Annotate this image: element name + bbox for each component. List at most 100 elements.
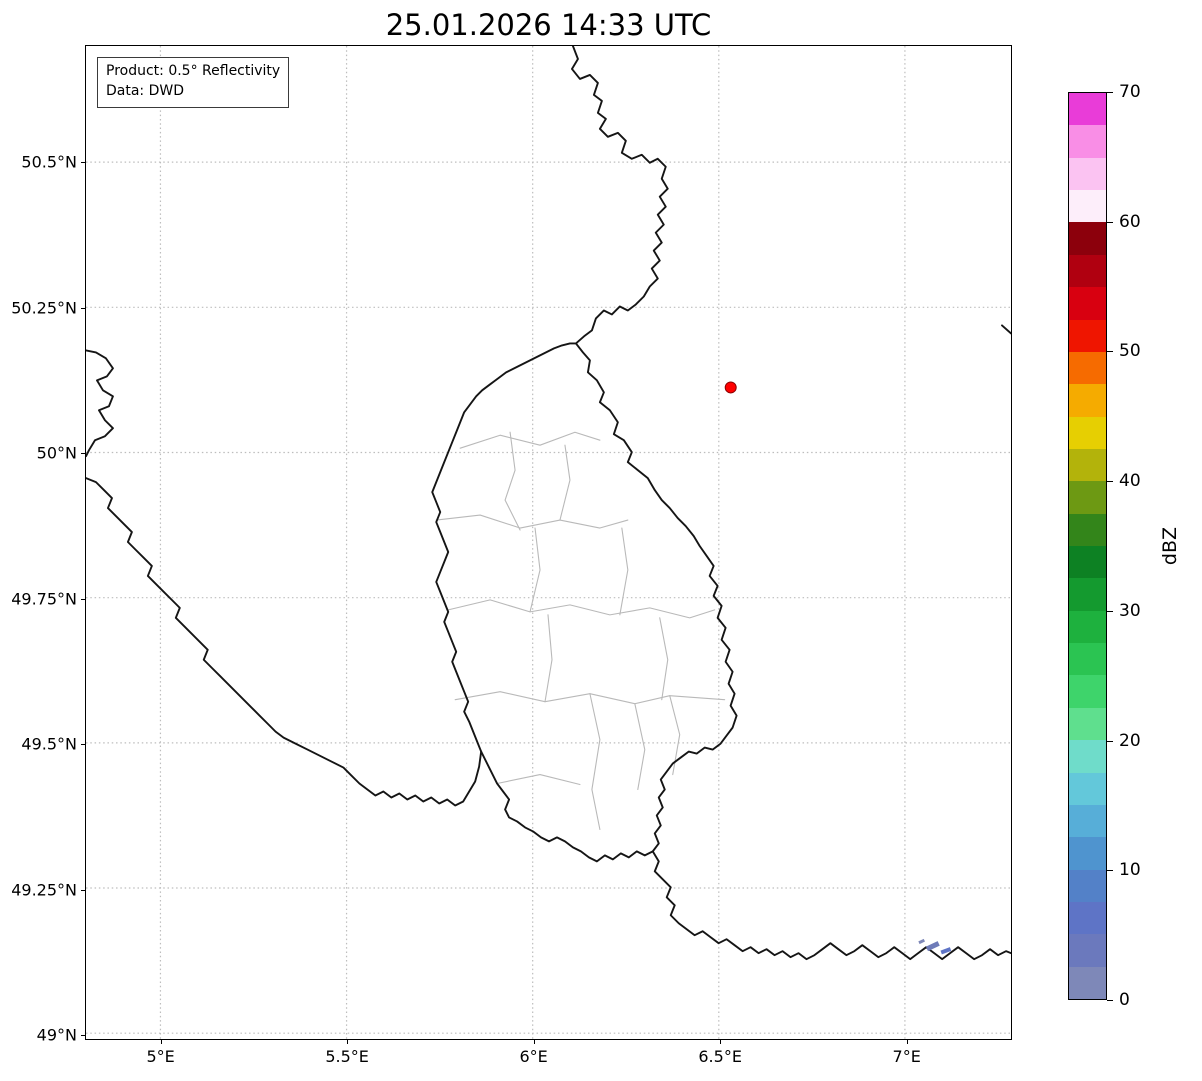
colorbar-tick <box>1107 740 1113 742</box>
colorbar-segment <box>1069 546 1106 579</box>
colorbar-tick-label: 10 <box>1119 860 1141 881</box>
colorbar-segment <box>1069 93 1106 126</box>
border-belgium-france <box>86 477 483 807</box>
colorbar-segment <box>1069 675 1106 708</box>
border-right-edge-fragment <box>1001 324 1011 335</box>
colorbar-segment <box>1069 901 1106 935</box>
colorbar-segment <box>1069 384 1106 417</box>
canton-border <box>447 599 716 619</box>
y-axis-tick <box>81 453 86 455</box>
y-axis-tick <box>81 889 86 891</box>
colorbar-segment <box>1069 222 1106 255</box>
colorbar-tick-label: 60 <box>1119 211 1141 232</box>
colorbar-segment <box>1069 804 1106 838</box>
x-axis-tick <box>720 1039 722 1044</box>
product-info-box: Product: 0.5° Reflectivity Data: DWD <box>97 57 290 108</box>
colorbar-tick-label: 0 <box>1119 990 1130 1010</box>
colorbar-segment <box>1069 707 1106 741</box>
colorbar-tick-label: 70 <box>1119 82 1141 102</box>
canton-border <box>634 703 646 791</box>
radar-echo <box>918 938 926 945</box>
canton-border <box>589 693 601 830</box>
y-axis-tick <box>81 1035 86 1037</box>
x-axis-tick <box>906 1039 908 1044</box>
colorbar-segment <box>1069 772 1106 805</box>
y-axis-tick <box>81 744 86 746</box>
colorbar-segment <box>1069 869 1106 902</box>
y-axis-tick-label: 49°N <box>36 1025 77 1045</box>
x-axis-tick-label: 6°E <box>519 1047 548 1066</box>
map-svg <box>86 46 1011 1039</box>
x-axis-tick-label: 6.5°E <box>698 1047 742 1066</box>
y-axis-tick <box>81 598 86 600</box>
colorbar-tick-label: 40 <box>1119 471 1141 492</box>
product-info-line1: Product: 0.5° Reflectivity <box>106 63 281 79</box>
canton-border <box>496 773 581 786</box>
colorbar-segment <box>1069 610 1106 644</box>
colorbar-segment <box>1069 416 1106 449</box>
y-axis-tick-label: 49.25°N <box>11 880 77 900</box>
graticule-layer <box>86 46 1011 1039</box>
radar-echo <box>925 941 940 952</box>
y-axis-tick-label: 49.5°N <box>21 734 77 754</box>
colorbar-segment <box>1069 254 1106 288</box>
colorbar-segment <box>1069 934 1106 967</box>
colorbar-segment <box>1069 578 1106 611</box>
canton-border <box>435 514 629 529</box>
radar-overlay-layer <box>724 381 952 955</box>
border-france-germany <box>651 850 1011 961</box>
canton-border <box>559 444 571 521</box>
luxembourg-canton-borders <box>435 431 726 830</box>
y-axis-tick <box>81 307 86 309</box>
colorbar-tick-label: 30 <box>1119 600 1141 621</box>
colorbar-segment <box>1069 966 1106 1000</box>
canton-border <box>619 527 629 616</box>
x-axis-tick <box>347 1039 349 1044</box>
colorbar-tick-label: 20 <box>1119 730 1141 751</box>
colorbar-tick <box>1107 870 1113 872</box>
colorbar-tick <box>1107 481 1113 483</box>
colorbar-segment <box>1069 319 1106 352</box>
y-axis-tick-label: 50.25°N <box>11 298 77 318</box>
radar-echo <box>940 947 952 955</box>
colorbar-segment <box>1069 837 1106 870</box>
country-borders <box>86 46 1011 961</box>
plot-area: Product: 0.5° Reflectivity Data: DWD 5°E… <box>11 45 1012 1066</box>
colorbar-tick <box>1107 92 1113 93</box>
canton-border <box>659 617 669 701</box>
colorbar-tick-label: 50 <box>1119 341 1141 362</box>
colorbar-tick <box>1107 351 1113 353</box>
colorbar-tick <box>1107 610 1113 612</box>
canton-border <box>504 431 521 531</box>
colorbar-segment <box>1069 125 1106 158</box>
y-axis-tick-label: 50°N <box>36 443 77 463</box>
border-luxembourg <box>431 342 738 863</box>
product-info-line2: Data: DWD <box>106 83 184 100</box>
x-axis-tick <box>160 1039 162 1044</box>
radar-site-marker <box>724 381 737 394</box>
y-axis-tick <box>81 162 86 164</box>
colorbar-segment <box>1069 157 1106 191</box>
colorbar-segment <box>1069 351 1106 385</box>
colorbar-segment <box>1069 740 1106 773</box>
colorbar-segment <box>1069 190 1106 223</box>
colorbar-axis-label: dBZ <box>1159 526 1181 566</box>
canton-border <box>459 431 601 449</box>
border-belgium-france-inlet <box>86 349 114 458</box>
colorbar-segment <box>1069 287 1106 320</box>
x-axis-tick-label: 5.5°E <box>325 1047 369 1066</box>
colorbar-segment <box>1069 448 1106 482</box>
colorbar-segment <box>1069 481 1106 514</box>
colorbar <box>1068 92 1107 1000</box>
x-axis-tick <box>533 1039 535 1044</box>
x-axis-tick-label: 7°E <box>892 1047 921 1066</box>
colorbar-tick <box>1107 221 1113 223</box>
y-axis-tick-label: 50.5°N <box>21 152 77 172</box>
colorbar-segment <box>1069 513 1106 547</box>
colorbar-tick <box>1107 1000 1113 1001</box>
border-belgium-germany <box>571 46 669 345</box>
y-axis-tick-label: 49.75°N <box>11 589 77 609</box>
plot-title: 25.01.2026 14:33 UTC <box>385 8 712 42</box>
canton-border <box>544 614 553 703</box>
